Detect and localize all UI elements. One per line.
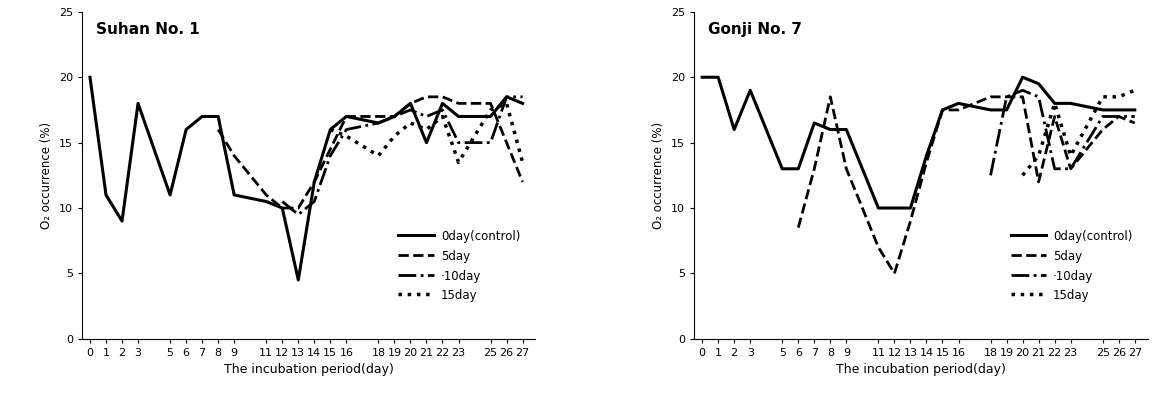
0day(control) xyxy=(196,114,210,119)
0day(control) xyxy=(83,75,97,80)
15day xyxy=(515,160,529,165)
0day(control) xyxy=(775,166,789,171)
0day(control) xyxy=(100,193,114,197)
0day(control) xyxy=(984,108,998,112)
0day(control) xyxy=(211,114,225,119)
0day(control) xyxy=(936,108,950,112)
Text: Suhan No. 1: Suhan No. 1 xyxy=(96,22,199,37)
0day(control) xyxy=(1015,75,1029,80)
0day(control) xyxy=(452,114,466,119)
0day(control) xyxy=(371,121,385,125)
15day xyxy=(452,160,466,165)
Text: Gonji No. 7: Gonji No. 7 xyxy=(707,22,802,37)
0day(control) xyxy=(1111,108,1125,112)
Y-axis label: O₂ occurrence (%): O₂ occurrence (%) xyxy=(652,122,665,229)
0day(control) xyxy=(696,75,710,80)
X-axis label: The incubation period(day): The incubation period(day) xyxy=(224,363,393,376)
0day(control) xyxy=(404,101,418,106)
0day(control) xyxy=(227,193,241,197)
0day(control) xyxy=(1000,108,1014,112)
Y-axis label: O₂ occurrence (%): O₂ occurrence (%) xyxy=(40,122,53,229)
0day(control) xyxy=(1128,108,1142,112)
0day(control) xyxy=(919,153,933,158)
0day(control) xyxy=(1048,101,1062,106)
0day(control) xyxy=(115,219,129,223)
0day(control) xyxy=(871,206,885,210)
0day(control) xyxy=(419,140,433,145)
0day(control) xyxy=(792,166,806,171)
0day(control) xyxy=(292,278,306,282)
0day(control) xyxy=(131,101,145,106)
0day(control) xyxy=(1096,108,1110,112)
0day(control) xyxy=(744,88,758,93)
0day(control) xyxy=(727,127,741,132)
0day(control) xyxy=(840,127,854,132)
0day(control) xyxy=(436,101,450,106)
0day(control) xyxy=(323,127,337,132)
0day(control) xyxy=(163,193,177,197)
15day xyxy=(371,153,385,158)
0day(control) xyxy=(823,127,837,132)
0day(control) xyxy=(259,199,273,204)
15day xyxy=(419,127,433,132)
15day xyxy=(500,101,514,106)
X-axis label: The incubation period(day): The incubation period(day) xyxy=(836,363,1006,376)
0day(control) xyxy=(807,121,821,125)
0day(control) xyxy=(711,75,725,80)
Line: 0day(control): 0day(control) xyxy=(703,77,1135,208)
15day xyxy=(388,134,402,138)
15day xyxy=(484,108,498,112)
0day(control) xyxy=(1032,82,1046,86)
0day(control) xyxy=(388,114,402,119)
0day(control) xyxy=(340,114,354,119)
15day xyxy=(404,121,418,125)
0day(control) xyxy=(952,101,966,106)
15day xyxy=(323,127,337,132)
Legend: 0day(control), 5day, ·10day, 15day: 0day(control), 5day, ·10day, 15day xyxy=(393,226,525,307)
0day(control) xyxy=(500,95,514,99)
0day(control) xyxy=(903,206,917,210)
Line: 0day(control): 0day(control) xyxy=(90,77,522,280)
Line: 15day: 15day xyxy=(330,103,522,162)
0day(control) xyxy=(1063,101,1077,106)
0day(control) xyxy=(888,206,902,210)
15day xyxy=(436,114,450,119)
0day(control) xyxy=(484,114,498,119)
0day(control) xyxy=(179,127,193,132)
0day(control) xyxy=(307,180,321,184)
0day(control) xyxy=(275,206,289,210)
0day(control) xyxy=(515,101,529,106)
15day xyxy=(340,134,354,138)
Legend: 0day(control), 5day, ·10day, 15day: 0day(control), 5day, ·10day, 15day xyxy=(1006,226,1137,307)
